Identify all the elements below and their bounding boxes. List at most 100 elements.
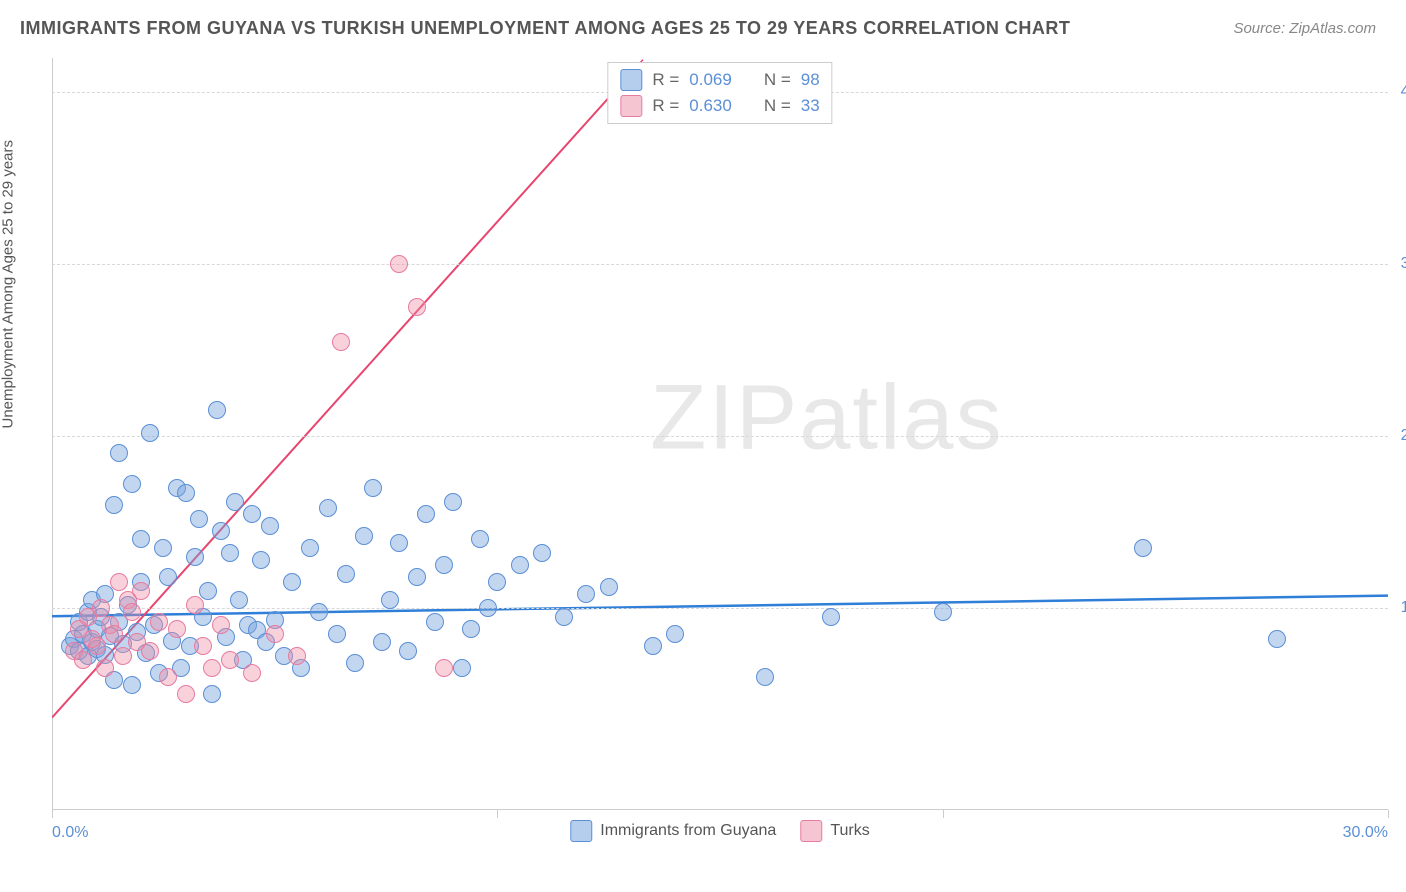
legend-series-label: Turks xyxy=(830,822,869,840)
y-axis-line xyxy=(52,58,53,810)
trend-line xyxy=(52,73,631,718)
y-tick-label: 40.0% xyxy=(1401,83,1406,101)
scatter-point xyxy=(150,613,168,631)
scatter-point xyxy=(110,573,128,591)
scatter-point xyxy=(600,578,618,596)
scatter-point xyxy=(221,651,239,669)
scatter-point xyxy=(479,599,497,617)
scatter-point xyxy=(666,625,684,643)
scatter-point xyxy=(644,637,662,655)
scatter-point xyxy=(226,493,244,511)
scatter-point xyxy=(417,505,435,523)
scatter-point xyxy=(132,582,150,600)
legend-r-value: 0.630 xyxy=(689,96,732,116)
legend-n-label: N = xyxy=(764,70,791,90)
scatter-point xyxy=(364,479,382,497)
legend-swatch xyxy=(570,820,592,842)
scatter-point xyxy=(408,298,426,316)
scatter-point xyxy=(186,596,204,614)
scatter-point xyxy=(154,539,172,557)
scatter-point xyxy=(288,647,306,665)
plot-area: ZIPatlas 10.0%20.0%30.0%40.0%0.0%30.0% xyxy=(52,58,1388,840)
scatter-point xyxy=(301,539,319,557)
legend-series-label: Immigrants from Guyana xyxy=(600,822,776,840)
x-tick-label: 30.0% xyxy=(1343,824,1388,842)
scatter-point xyxy=(168,620,186,638)
grid-line xyxy=(52,264,1388,265)
legend-series: Immigrants from Guyana Turks xyxy=(570,820,869,842)
grid-line xyxy=(52,436,1388,437)
scatter-point xyxy=(756,668,774,686)
scatter-point xyxy=(444,493,462,511)
legend-series-item: Immigrants from Guyana xyxy=(570,820,776,842)
scatter-point xyxy=(177,685,195,703)
scatter-point xyxy=(159,568,177,586)
y-tick-label: 10.0% xyxy=(1401,599,1406,617)
y-tick-label: 20.0% xyxy=(1401,427,1406,445)
scatter-point xyxy=(471,530,489,548)
legend-swatch xyxy=(800,820,822,842)
trend-lines-svg xyxy=(52,58,1388,840)
scatter-point xyxy=(105,496,123,514)
scatter-point xyxy=(123,603,141,621)
scatter-point xyxy=(453,659,471,677)
x-axis-line xyxy=(52,809,1388,810)
scatter-point xyxy=(266,625,284,643)
scatter-point xyxy=(243,505,261,523)
scatter-point xyxy=(346,654,364,672)
scatter-point xyxy=(123,475,141,493)
scatter-point xyxy=(114,647,132,665)
scatter-point xyxy=(203,685,221,703)
scatter-point xyxy=(105,625,123,643)
scatter-point xyxy=(194,637,212,655)
x-tick-mark xyxy=(52,810,53,818)
scatter-point xyxy=(533,544,551,562)
scatter-point xyxy=(511,556,529,574)
scatter-point xyxy=(310,603,328,621)
scatter-point xyxy=(190,510,208,528)
scatter-point xyxy=(74,651,92,669)
scatter-point xyxy=(1268,630,1286,648)
scatter-point xyxy=(243,664,261,682)
scatter-point xyxy=(230,591,248,609)
chart-container: ZIPatlas 10.0%20.0%30.0%40.0%0.0%30.0% R… xyxy=(52,58,1388,840)
legend-correlation: R =0.069N =98R =0.630N =33 xyxy=(607,62,832,124)
x-tick-label: 0.0% xyxy=(52,824,88,842)
scatter-point xyxy=(159,668,177,686)
scatter-point xyxy=(399,642,417,660)
scatter-point xyxy=(221,544,239,562)
scatter-point xyxy=(141,424,159,442)
scatter-point xyxy=(141,642,159,660)
scatter-point xyxy=(555,608,573,626)
x-tick-mark xyxy=(1388,810,1389,818)
scatter-point xyxy=(212,522,230,540)
scatter-point xyxy=(132,530,150,548)
x-tick-mark xyxy=(497,810,498,818)
chart-title: IMMIGRANTS FROM GUYANA VS TURKISH UNEMPL… xyxy=(20,18,1070,39)
legend-swatch xyxy=(620,69,642,91)
legend-correlation-row: R =0.069N =98 xyxy=(620,67,819,93)
scatter-point xyxy=(199,582,217,600)
scatter-point xyxy=(92,599,110,617)
y-tick-label: 30.0% xyxy=(1401,255,1406,273)
legend-r-label: R = xyxy=(652,70,679,90)
watermark: ZIPatlas xyxy=(650,365,1003,470)
y-axis-label: Unemployment Among Ages 25 to 29 years xyxy=(0,140,17,429)
legend-n-label: N = xyxy=(764,96,791,116)
scatter-point xyxy=(186,548,204,566)
scatter-point xyxy=(435,556,453,574)
scatter-point xyxy=(123,676,141,694)
scatter-point xyxy=(390,534,408,552)
scatter-point xyxy=(283,573,301,591)
scatter-point xyxy=(177,484,195,502)
scatter-point xyxy=(337,565,355,583)
scatter-point xyxy=(319,499,337,517)
scatter-point xyxy=(408,568,426,586)
scatter-point xyxy=(488,573,506,591)
scatter-point xyxy=(934,603,952,621)
scatter-point xyxy=(203,659,221,677)
grid-line xyxy=(52,608,1388,609)
scatter-point xyxy=(373,633,391,651)
scatter-point xyxy=(462,620,480,638)
scatter-point xyxy=(381,591,399,609)
